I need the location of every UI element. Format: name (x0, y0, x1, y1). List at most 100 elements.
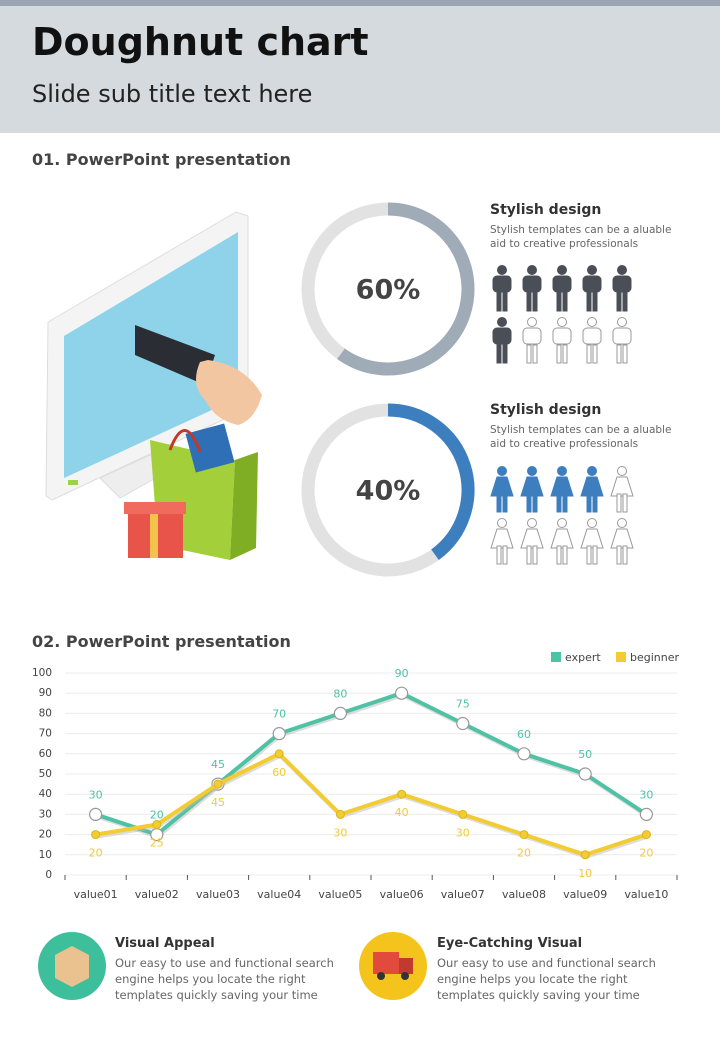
data-label: 10 (578, 867, 592, 880)
point (272, 726, 286, 741)
person-head (587, 265, 597, 275)
person-leg (502, 493, 508, 513)
person-head (497, 265, 507, 275)
person-head (527, 265, 537, 275)
person-body (582, 275, 602, 293)
legend-label: beginner (630, 651, 679, 664)
person-body (522, 275, 542, 293)
pictogram (490, 466, 634, 565)
data-label: 40 (395, 806, 409, 819)
x-tick-label: value08 (502, 888, 546, 901)
wheel (377, 972, 385, 980)
person-leg (562, 344, 568, 364)
point (641, 830, 651, 840)
person-leg (622, 493, 628, 513)
person-leg (592, 344, 598, 364)
point (91, 830, 101, 840)
person-leg (622, 344, 628, 364)
data-label: 20 (517, 847, 531, 860)
person-body (580, 528, 604, 549)
chart-subtitle: Stylish templates can be a aluable aid t… (490, 224, 672, 250)
person-leg (496, 493, 502, 513)
data-label: 70 (272, 708, 286, 721)
data-label: 45 (211, 758, 225, 771)
x-tick-label: value04 (257, 888, 301, 901)
person-head (617, 518, 627, 528)
person-leg (532, 493, 538, 513)
data-label: 30 (333, 826, 347, 839)
point (335, 809, 345, 819)
truck-icon (373, 952, 399, 974)
data-label: 20 (639, 847, 653, 860)
point (152, 820, 162, 829)
person-head (557, 518, 567, 528)
chart-subtitle: Stylish templates can be a aluable aid t… (490, 424, 672, 450)
person-leg (496, 545, 502, 565)
y-tick-label: 90 (39, 687, 52, 699)
legend-label: expert (565, 651, 601, 664)
point (580, 850, 590, 860)
person-body (520, 528, 544, 549)
y-tick-label: 20 (39, 829, 52, 841)
y-tick-label: 80 (39, 707, 52, 719)
point (274, 749, 284, 759)
legend-swatch (616, 652, 626, 662)
person-leg (592, 292, 598, 312)
box-icon (55, 946, 89, 987)
point (397, 789, 407, 799)
wheel (401, 972, 409, 980)
person-body (612, 327, 632, 345)
illustration (45, 211, 262, 560)
doughnut-arc (337, 202, 475, 376)
x-tick-label: value05 (318, 888, 362, 901)
person-leg (526, 493, 532, 513)
data-label: 20 (150, 809, 164, 822)
person-leg (556, 292, 562, 312)
person-head (527, 466, 537, 476)
data-label: 30 (456, 826, 470, 839)
title: Doughnut chart (32, 20, 369, 64)
data-label: 80 (333, 687, 347, 700)
person-leg (616, 344, 622, 364)
feature-text: Our easy to use and functional search en… (115, 956, 334, 1002)
person-head (617, 466, 627, 476)
header-band (0, 0, 720, 133)
y-tick-label: 100 (32, 667, 52, 679)
x-tick-label: value06 (380, 888, 424, 901)
data-label: 90 (395, 667, 409, 680)
person-body (610, 528, 634, 549)
subtitle: Slide sub title text here (32, 80, 313, 108)
person-leg (562, 292, 568, 312)
person-head (557, 265, 567, 275)
person-head (497, 518, 507, 528)
truck-cab (399, 958, 413, 974)
y-tick-label: 0 (45, 869, 52, 881)
person-leg (526, 292, 532, 312)
person-body (522, 327, 542, 345)
person-body (490, 476, 514, 497)
y-tick-label: 10 (39, 849, 52, 861)
person-body (612, 275, 632, 293)
chart-title: Stylish design (490, 202, 602, 218)
y-tick-label: 60 (39, 748, 52, 760)
point (395, 686, 409, 700)
point (333, 706, 347, 721)
feature-text: Our easy to use and functional search en… (437, 956, 656, 1002)
person-leg (556, 545, 562, 565)
person-leg (586, 545, 592, 565)
x-tick-label: value10 (624, 888, 668, 901)
person-leg (616, 545, 622, 565)
person-body (582, 327, 602, 345)
person-head (557, 466, 567, 476)
data-label: 45 (211, 796, 225, 809)
person-head (497, 466, 507, 476)
x-tick-label: value01 (74, 888, 118, 901)
pictogram (492, 265, 632, 364)
data-label: 20 (89, 847, 103, 860)
person-body (550, 528, 574, 549)
y-tick-label: 40 (39, 788, 52, 800)
doughnut-arc (387, 403, 475, 560)
person-head (497, 317, 507, 327)
point (639, 807, 654, 822)
person-head (587, 317, 597, 327)
